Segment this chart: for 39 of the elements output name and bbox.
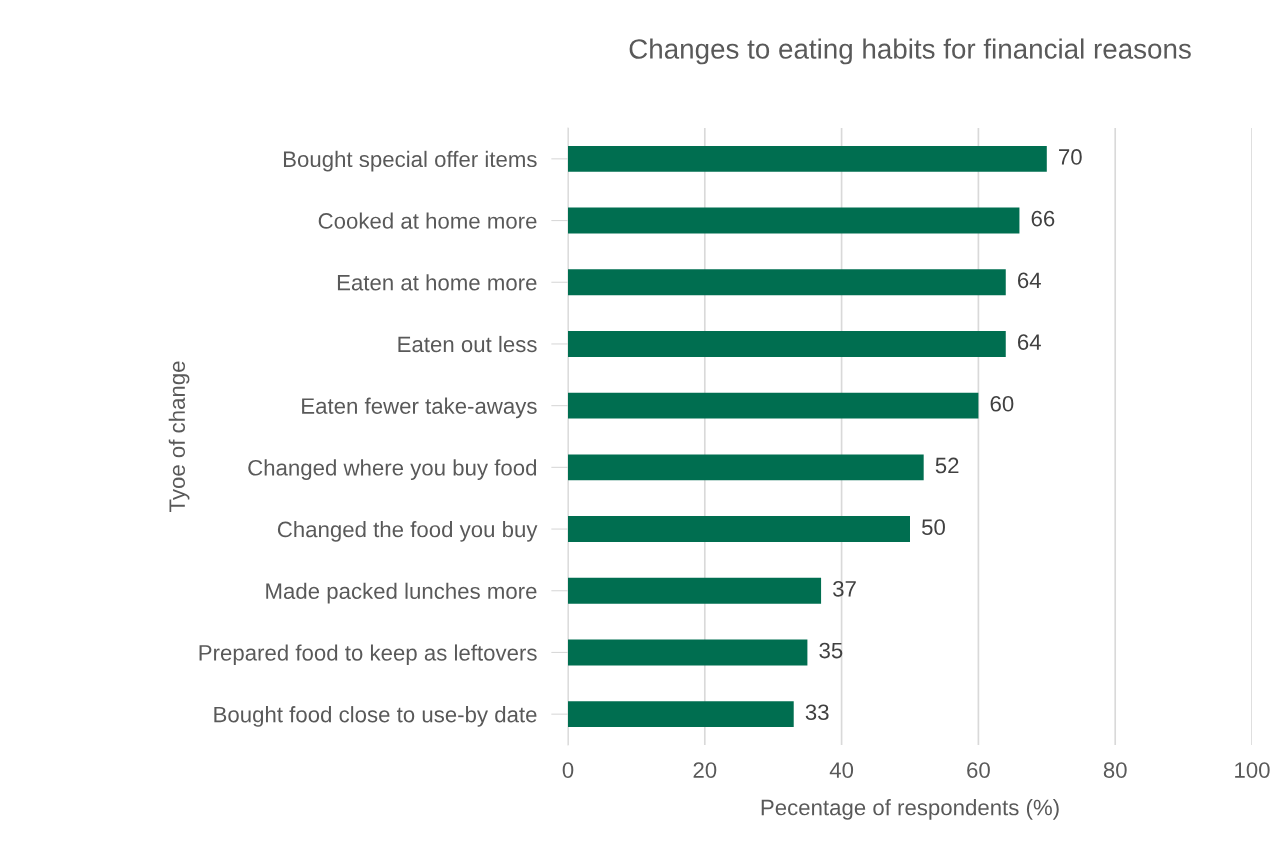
data-label: 60 (990, 395, 1014, 412)
bar (568, 701, 794, 728)
data-label: 70 (1059, 149, 1082, 165)
x-tick-label: 20 (693, 762, 717, 778)
y-tick-label: Prepared food to keep as leftovers (199, 644, 537, 666)
bar (568, 145, 1047, 172)
bar (568, 454, 924, 481)
y-axis-title: Tyoe of change (168, 361, 190, 512)
y-tick-label: Eaten at home more (337, 274, 537, 291)
data-label: 64 (1018, 334, 1041, 350)
x-tick-label: 100 (1235, 762, 1270, 778)
y-tick-label: Cooked at home more (318, 212, 537, 229)
bar (568, 330, 1006, 357)
data-label: 50 (922, 519, 945, 536)
x-tick-label: 80 (1103, 762, 1127, 778)
x-tick-label: 60 (967, 762, 990, 778)
data-label: 33 (805, 704, 829, 721)
chart-title: Changes to eating habits for financial reasons (629, 38, 1191, 65)
bar (568, 639, 808, 666)
bar (568, 392, 979, 419)
y-tick-label: Changed where you buy food (248, 459, 537, 481)
y-tick-label: Made packed lunches more (266, 582, 537, 604)
bar (568, 269, 1006, 296)
data-label: 37 (833, 580, 856, 597)
y-tick-label: Changed the food you buy (277, 521, 538, 542)
y-tick-label: Eaten fewer take-aways (302, 397, 537, 419)
bar (568, 577, 822, 604)
y-tick-label: Eaten out less (398, 335, 537, 353)
data-label: 66 (1031, 210, 1055, 227)
data-label: 52 (935, 457, 959, 474)
data-label: 35 (819, 642, 843, 659)
data-label: 64 (1018, 272, 1041, 289)
y-tick-label: Bought food close to use-by date (214, 706, 537, 727)
bar (568, 207, 1020, 234)
x-tick-label: 40 (829, 762, 854, 778)
x-tick-label: 0 (562, 762, 574, 778)
y-tick-label: Bought special offer items (283, 150, 537, 172)
bar (568, 516, 910, 543)
x-axis-title: Pecentage of respondents (%) (761, 799, 1059, 820)
